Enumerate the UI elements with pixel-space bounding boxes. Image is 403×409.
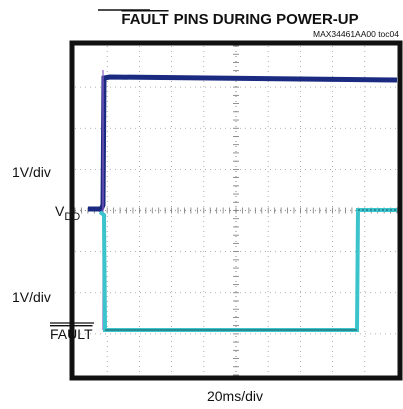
- title: FAULT PINS DURING POWER-UP: [121, 11, 358, 28]
- timebase: 20ms/div: [207, 388, 263, 404]
- title-rest: PINS DURING POWER-UP: [174, 11, 359, 28]
- channel-1-name: VDD: [55, 203, 80, 223]
- vdd-trace: [97, 74, 398, 213]
- channel-2-scale: 1V/div: [12, 289, 51, 305]
- channel-1-scale: 1V/div: [12, 164, 51, 180]
- channel-2-name: FAULT: [50, 326, 93, 342]
- channel-1-name-sub: DD: [64, 211, 80, 223]
- figure-code: MAX34461AA00 toc04: [313, 29, 399, 39]
- title-overlined: FAULT: [121, 11, 168, 28]
- channel-1-name-main: V: [55, 203, 65, 219]
